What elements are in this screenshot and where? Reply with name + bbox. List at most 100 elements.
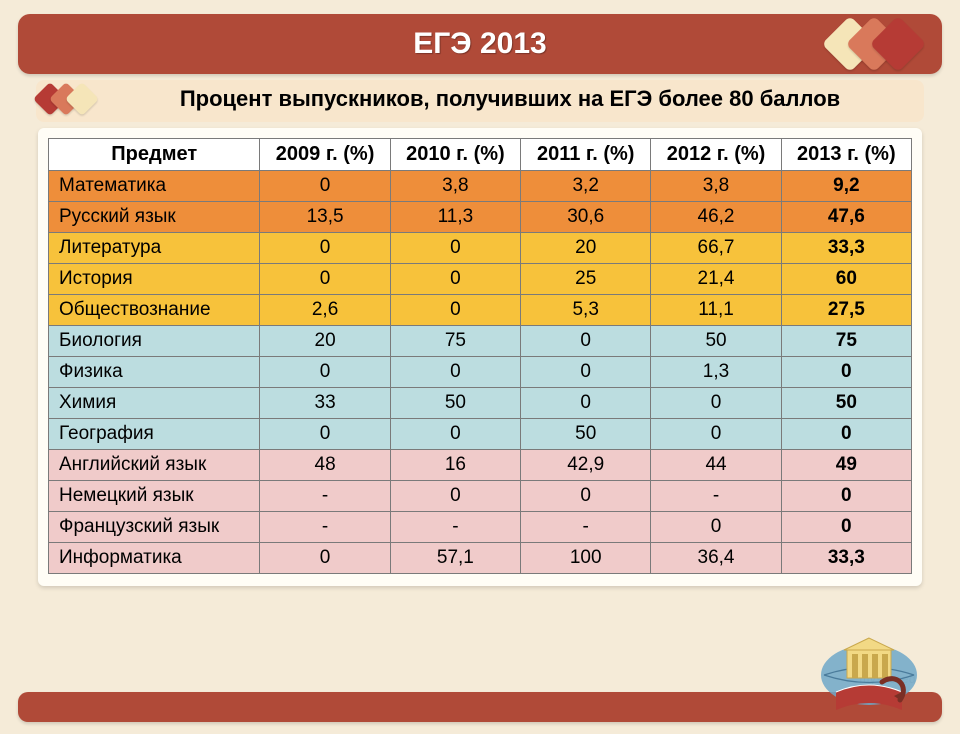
subject-cell: Обществознание (49, 295, 260, 326)
table-row: География005000 (49, 419, 912, 450)
column-header: 2012 г. (%) (651, 139, 781, 171)
value-cell: 0 (651, 512, 781, 543)
value-cell: 27,5 (781, 295, 911, 326)
subtitle-deco-diamonds (46, 87, 94, 111)
table-row: Французский язык---00 (49, 512, 912, 543)
value-cell: 48 (260, 450, 390, 481)
value-cell: 47,6 (781, 202, 911, 233)
value-cell: 0 (781, 357, 911, 388)
value-cell: 100 (521, 543, 651, 574)
page-title: ЕГЭ 2013 (413, 27, 546, 61)
value-cell: 13,5 (260, 202, 390, 233)
value-cell: 11,3 (390, 202, 520, 233)
value-cell: 50 (390, 388, 520, 419)
value-cell: 1,3 (651, 357, 781, 388)
value-cell: 46,2 (651, 202, 781, 233)
value-cell: 0 (390, 295, 520, 326)
value-cell: 57,1 (390, 543, 520, 574)
value-cell: 50 (521, 419, 651, 450)
column-header: 2013 г. (%) (781, 139, 911, 171)
value-cell: 20 (521, 233, 651, 264)
column-header: 2011 г. (%) (521, 139, 651, 171)
subject-cell: Немецкий язык (49, 481, 260, 512)
value-cell: 0 (260, 543, 390, 574)
value-cell: 0 (521, 357, 651, 388)
column-header: 2009 г. (%) (260, 139, 390, 171)
table-row: Химия33500050 (49, 388, 912, 419)
value-cell: 0 (390, 419, 520, 450)
subtitle-text: Процент выпускников, получивших на ЕГЭ б… (106, 86, 914, 112)
value-cell: 3,2 (521, 171, 651, 202)
value-cell: 50 (651, 326, 781, 357)
subject-cell: Физика (49, 357, 260, 388)
table-row: Английский язык481642,94449 (49, 450, 912, 481)
value-cell: 0 (390, 481, 520, 512)
value-cell: 33,3 (781, 233, 911, 264)
value-cell: 0 (390, 357, 520, 388)
table-row: История002521,460 (49, 264, 912, 295)
value-cell: 30,6 (521, 202, 651, 233)
data-table: Предмет2009 г. (%)2010 г. (%)2011 г. (%)… (48, 138, 912, 574)
value-cell: 0 (781, 512, 911, 543)
value-cell: 49 (781, 450, 911, 481)
value-cell: 2,6 (260, 295, 390, 326)
subject-cell: Биология (49, 326, 260, 357)
value-cell: 16 (390, 450, 520, 481)
value-cell: 9,2 (781, 171, 911, 202)
column-header: Предмет (49, 139, 260, 171)
value-cell: 0 (260, 233, 390, 264)
value-cell: 0 (521, 481, 651, 512)
table-row: Математика03,83,23,89,2 (49, 171, 912, 202)
value-cell: 0 (521, 326, 651, 357)
logo-icon (814, 630, 924, 720)
table-row: Обществознание2,605,311,127,5 (49, 295, 912, 326)
value-cell: 20 (260, 326, 390, 357)
table-row: Физика0001,30 (49, 357, 912, 388)
value-cell: 0 (521, 388, 651, 419)
value-cell: 0 (651, 419, 781, 450)
table-row: Литература002066,733,3 (49, 233, 912, 264)
value-cell: 36,4 (651, 543, 781, 574)
value-cell: 66,7 (651, 233, 781, 264)
value-cell: 33,3 (781, 543, 911, 574)
subject-cell: Математика (49, 171, 260, 202)
value-cell: 0 (651, 388, 781, 419)
value-cell: 0 (260, 419, 390, 450)
footer-bar (18, 692, 942, 722)
value-cell: - (651, 481, 781, 512)
value-cell: 75 (390, 326, 520, 357)
subject-cell: Химия (49, 388, 260, 419)
table-row: Информатика057,110036,433,3 (49, 543, 912, 574)
value-cell: 3,8 (390, 171, 520, 202)
value-cell: 0 (390, 264, 520, 295)
column-header: 2010 г. (%) (390, 139, 520, 171)
header-bar: ЕГЭ 2013 (18, 14, 942, 74)
value-cell: 25 (521, 264, 651, 295)
table-row: Русский язык13,511,330,646,247,6 (49, 202, 912, 233)
subtitle-bar: Процент выпускников, получивших на ЕГЭ б… (36, 80, 924, 122)
value-cell: 0 (260, 264, 390, 295)
table-row: Биология207505075 (49, 326, 912, 357)
value-cell: - (260, 481, 390, 512)
subject-cell: Французский язык (49, 512, 260, 543)
subject-cell: Литература (49, 233, 260, 264)
table-card: Предмет2009 г. (%)2010 г. (%)2011 г. (%)… (38, 128, 922, 586)
value-cell: 33 (260, 388, 390, 419)
value-cell: 75 (781, 326, 911, 357)
subject-cell: Русский язык (49, 202, 260, 233)
header-deco-diamonds (830, 24, 918, 64)
table-row: Немецкий язык-00-0 (49, 481, 912, 512)
value-cell: 42,9 (521, 450, 651, 481)
value-cell: 5,3 (521, 295, 651, 326)
value-cell: 0 (390, 233, 520, 264)
value-cell: 3,8 (651, 171, 781, 202)
value-cell: - (521, 512, 651, 543)
subject-cell: История (49, 264, 260, 295)
value-cell: 0 (260, 357, 390, 388)
subject-cell: Английский язык (49, 450, 260, 481)
value-cell: - (390, 512, 520, 543)
subject-cell: География (49, 419, 260, 450)
value-cell: - (260, 512, 390, 543)
value-cell: 0 (260, 171, 390, 202)
subject-cell: Информатика (49, 543, 260, 574)
